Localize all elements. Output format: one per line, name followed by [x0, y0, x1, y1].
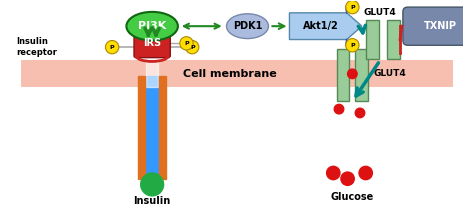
Text: P: P: [190, 45, 194, 50]
Circle shape: [346, 38, 359, 52]
Text: P: P: [350, 5, 355, 10]
Text: Insulin
receptor: Insulin receptor: [16, 37, 57, 57]
Circle shape: [346, 0, 359, 14]
Circle shape: [355, 108, 365, 118]
Text: IRS: IRS: [143, 38, 161, 48]
Bar: [355, 49, 368, 102]
Text: GLUT4: GLUT4: [374, 69, 406, 78]
Bar: [138, 76, 146, 179]
Text: P: P: [350, 43, 355, 48]
Circle shape: [341, 172, 354, 185]
Bar: [159, 76, 166, 179]
Bar: [387, 20, 400, 59]
Text: Glucose: Glucose: [331, 192, 374, 202]
Circle shape: [359, 166, 373, 180]
Circle shape: [180, 37, 193, 50]
Circle shape: [185, 41, 199, 54]
Circle shape: [327, 166, 340, 180]
Text: P: P: [110, 45, 114, 50]
Ellipse shape: [227, 14, 268, 38]
Bar: [337, 49, 349, 102]
Text: Cell membrane: Cell membrane: [183, 69, 277, 79]
Text: GLUT4: GLUT4: [364, 8, 396, 17]
FancyBboxPatch shape: [134, 29, 170, 58]
Circle shape: [105, 41, 119, 54]
Bar: [20, 61, 454, 87]
Text: PI3K: PI3K: [138, 21, 166, 31]
Circle shape: [141, 173, 164, 196]
Polygon shape: [290, 13, 362, 40]
Circle shape: [347, 69, 357, 79]
Bar: [366, 20, 379, 59]
Ellipse shape: [127, 12, 178, 41]
Text: P: P: [184, 41, 189, 46]
Text: Akt1/2: Akt1/2: [303, 21, 339, 31]
Text: TXNIP: TXNIP: [424, 21, 456, 31]
FancyBboxPatch shape: [403, 7, 474, 45]
Text: Insulin: Insulin: [134, 196, 171, 206]
Circle shape: [334, 104, 344, 114]
Text: PDK1: PDK1: [233, 21, 262, 31]
Bar: [146, 76, 158, 179]
Bar: [146, 61, 158, 87]
